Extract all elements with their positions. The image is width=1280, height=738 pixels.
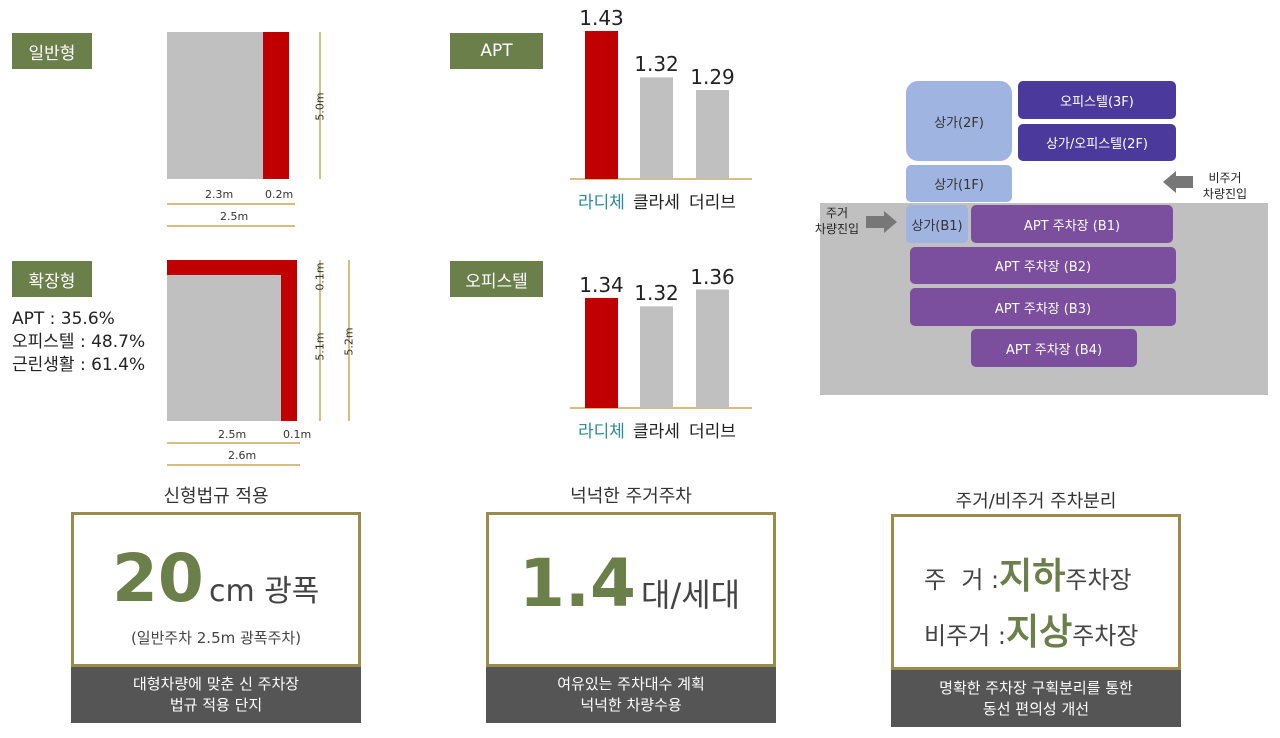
box: 상가(1F) bbox=[906, 165, 1012, 202]
row: 비주거 :지상주차장 bbox=[924, 603, 1138, 655]
rate: 오피스텔 : 48.7% bbox=[12, 332, 146, 352]
category-label: 더리브 bbox=[689, 193, 736, 213]
text: 대형차량에 맞춘 신 주차장 bbox=[132, 675, 300, 693]
category-label: 라디체 bbox=[578, 193, 625, 213]
dim-label: 5.2m bbox=[342, 327, 356, 356]
bar bbox=[640, 77, 673, 179]
text: 차량진입 bbox=[1202, 187, 1248, 201]
rate: APT : 35.6% bbox=[12, 309, 115, 329]
number: 20 bbox=[112, 540, 204, 617]
dim-label: 0.1m bbox=[283, 428, 312, 441]
dim-label: 0.1m bbox=[313, 262, 327, 291]
box: 오피스텔(3F) bbox=[1018, 81, 1176, 119]
text: 여유있는 주차대수 계획 bbox=[557, 675, 705, 693]
unit: cm 광폭 bbox=[208, 574, 320, 609]
text: 주거 bbox=[825, 206, 849, 220]
card-title: 주거/비주거 주차분리 bbox=[955, 491, 1117, 512]
dim-label: 2.3m bbox=[205, 188, 234, 201]
value-label: 1.36 bbox=[690, 264, 735, 289]
text: 주차장 bbox=[1065, 566, 1132, 594]
bar bbox=[585, 31, 618, 179]
type-tag: 일반형 bbox=[12, 33, 92, 69]
bar bbox=[696, 90, 729, 179]
box: APT 주차장 (B3) bbox=[910, 288, 1176, 326]
dim-label: 5.1m bbox=[313, 332, 327, 361]
card-title: 신형법규 적용 bbox=[163, 486, 269, 507]
note: (일반주차 2.5m 광폭주차) bbox=[130, 629, 302, 647]
headline: 1.4 대/세대 bbox=[519, 545, 740, 622]
value-label: 1.34 bbox=[579, 272, 624, 297]
dim-label: 0.2m bbox=[265, 188, 294, 201]
dim-label: 2.6m bbox=[228, 449, 257, 462]
card: 주 거 :지하주차장 비주거 :지상주차장 bbox=[891, 514, 1181, 670]
bar bbox=[585, 297, 618, 408]
text: 넉넉한 차량수용 bbox=[580, 696, 682, 714]
unit: 대/세대 bbox=[641, 576, 741, 614]
dim-label: 2.5m bbox=[220, 210, 249, 223]
text: 차량진입 bbox=[814, 222, 860, 236]
chart-tag: 오피스텔 bbox=[450, 261, 543, 297]
category-label: 더리브 bbox=[689, 422, 736, 442]
value-label: 1.43 bbox=[579, 6, 624, 30]
category-label: 클라세 bbox=[633, 193, 680, 213]
value-label: 1.29 bbox=[690, 65, 735, 89]
card-title: 넉넉한 주거주차 bbox=[570, 486, 692, 507]
dim-label: 2.5m bbox=[218, 428, 247, 441]
text: 주차장 bbox=[1072, 622, 1139, 650]
value-label: 1.32 bbox=[634, 281, 679, 306]
text: 비주거 : bbox=[924, 622, 1006, 650]
text: 법규 적용 단지 bbox=[169, 696, 263, 714]
box: APT 주차장 (B1) bbox=[971, 205, 1173, 243]
box: 상가(B1) bbox=[906, 205, 968, 243]
category-label: 라디체 bbox=[578, 422, 625, 442]
rate: 근린생활 : 61.4% bbox=[12, 355, 146, 375]
text: 지하 bbox=[999, 556, 1066, 597]
rates: APT : 35.6% 오피스텔 : 48.7% 근린생활 : 61.4% bbox=[12, 308, 145, 377]
box: APT 주차장 (B4) bbox=[971, 329, 1137, 367]
text: 지상 bbox=[1005, 612, 1073, 653]
type-tag: 확장형 bbox=[12, 261, 92, 297]
text: 주 거 : bbox=[924, 566, 1000, 594]
box: APT 주차장 (B2) bbox=[910, 247, 1176, 284]
category-label: 클라세 bbox=[633, 422, 680, 442]
number: 1.4 bbox=[519, 545, 636, 622]
chart-tag: APT bbox=[450, 33, 543, 69]
value-label: 1.32 bbox=[634, 52, 679, 77]
text: 비주거 bbox=[1208, 171, 1242, 185]
card: 1.4 대/세대 bbox=[486, 512, 776, 667]
bar bbox=[640, 306, 673, 408]
box: 상가/오피스텔(2F) bbox=[1018, 124, 1176, 161]
headline: 20 cm 광폭 bbox=[112, 540, 319, 617]
box: 상가(2F) bbox=[906, 81, 1012, 161]
text: 동선 편의성 개선 bbox=[982, 699, 1090, 718]
card: 20 cm 광폭 (일반주차 2.5m 광폭주차) bbox=[71, 512, 361, 667]
text: 명확한 주차장 구획분리를 통한 bbox=[939, 678, 1133, 697]
row: 주 거 :지하주차장 bbox=[924, 547, 1132, 599]
dim-label: 5.0m bbox=[313, 92, 327, 121]
bar bbox=[696, 289, 729, 408]
